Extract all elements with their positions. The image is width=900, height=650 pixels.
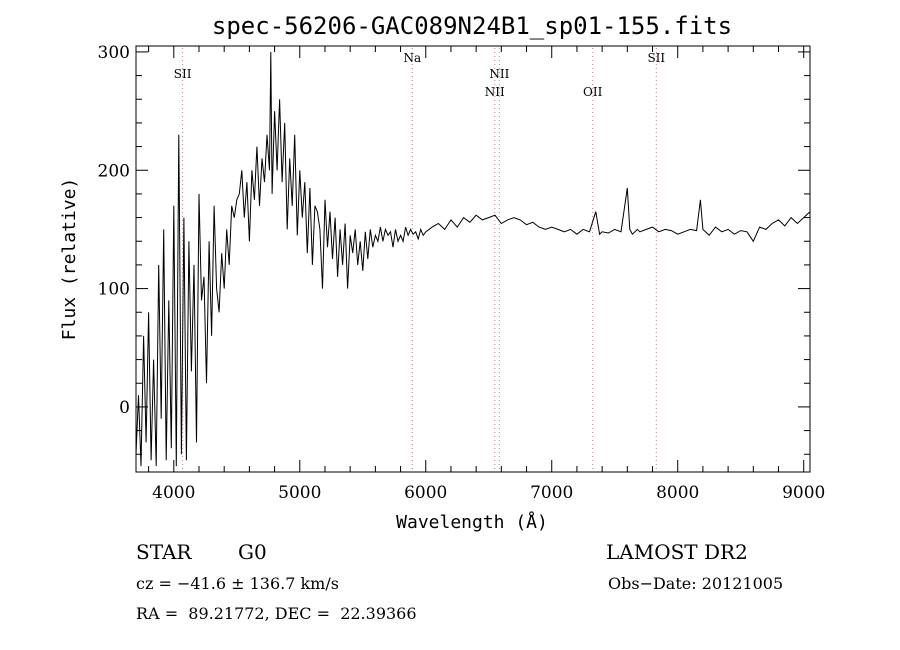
x-axis-label: Wavelength (Å) [396, 511, 548, 533]
survey-name: LAMOST DR2 [606, 540, 748, 564]
object-type: STAR [136, 540, 192, 564]
x-tick-label: 9000 [782, 483, 825, 503]
object-subclass: G0 [238, 540, 267, 564]
line-label: NII [485, 85, 505, 99]
coordinates: RA = 89.21772, DEC = 22.39366 [136, 604, 417, 623]
chart-title: spec-56206-GAC089N24B1_sp01-155.fits [212, 12, 732, 40]
spectral-line-markers: SII Na NII NII OII SII [174, 48, 665, 470]
y-tick-label: 100 [98, 280, 130, 300]
y-axis-label: Flux (relative) [59, 178, 80, 341]
x-tick-label: 4000 [152, 483, 195, 503]
plot-frame [135, 45, 811, 473]
y-tick-label: 0 [119, 398, 130, 418]
x-tick-label: 6000 [404, 483, 447, 503]
obs-date: Obs−Date: 20121005 [608, 574, 784, 593]
line-label: SII [174, 67, 192, 81]
line-label: Na [403, 51, 421, 65]
x-tick-label: 8000 [656, 483, 699, 503]
x-tick-label: 7000 [530, 483, 573, 503]
redshift-info: cz = −41.6 ± 136.7 km/s [136, 574, 339, 593]
line-label: NII [489, 67, 509, 81]
line-label: OII [583, 85, 603, 99]
line-label: SII [647, 51, 665, 65]
x-tick-label: 5000 [278, 483, 321, 503]
spectrum-line [135, 51, 811, 467]
y-tick-label: 300 [98, 43, 130, 63]
y-tick-label: 200 [98, 161, 130, 181]
axis-ticks: 4000 5000 6000 7000 8000 9000 0 100 200 300 [98, 43, 826, 503]
